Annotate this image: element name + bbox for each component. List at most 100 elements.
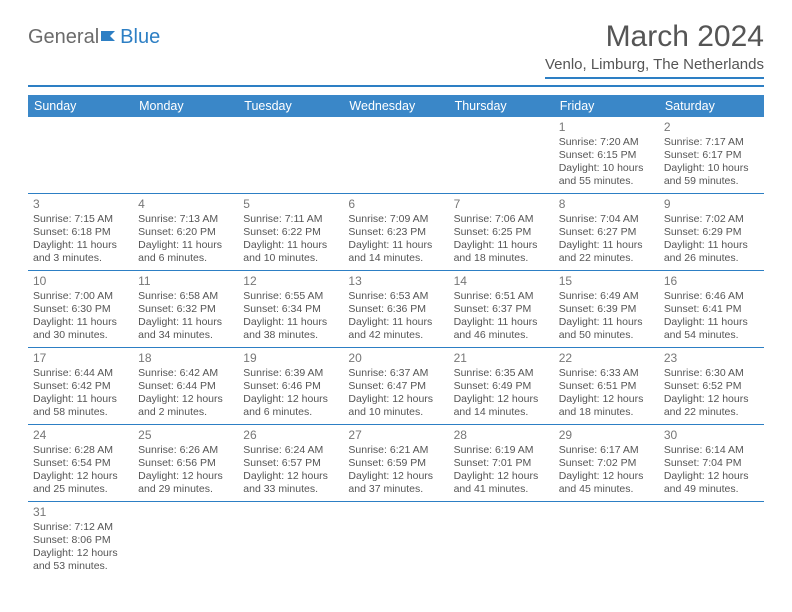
sunrise-text: Sunrise: 7:13 AM xyxy=(138,213,233,226)
sunrise-text: Sunrise: 7:00 AM xyxy=(33,290,128,303)
day-number: 3 xyxy=(33,197,128,212)
sunset-text: Sunset: 6:57 PM xyxy=(243,457,338,470)
daylight-text: Daylight: 11 hours xyxy=(243,316,338,329)
title-block: March 2024 Venlo, Limburg, The Netherlan… xyxy=(545,20,764,79)
daylight-text: and 30 minutes. xyxy=(33,329,128,342)
daylight-text: Daylight: 12 hours xyxy=(664,470,759,483)
daylight-text: Daylight: 11 hours xyxy=(559,239,654,252)
calendar-day: 6Sunrise: 7:09 AMSunset: 6:23 PMDaylight… xyxy=(343,194,448,270)
calendar-empty-cell xyxy=(449,502,554,578)
calendar-empty-cell xyxy=(238,502,343,578)
calendar-day: 26Sunrise: 6:24 AMSunset: 6:57 PMDayligh… xyxy=(238,425,343,501)
calendar-day: 10Sunrise: 7:00 AMSunset: 6:30 PMDayligh… xyxy=(28,271,133,347)
sunrise-text: Sunrise: 6:42 AM xyxy=(138,367,233,380)
sunset-text: Sunset: 6:17 PM xyxy=(664,149,759,162)
day-number: 12 xyxy=(243,274,338,289)
calendar-day: 3Sunrise: 7:15 AMSunset: 6:18 PMDaylight… xyxy=(28,194,133,270)
daylight-text: and 58 minutes. xyxy=(33,406,128,419)
daylight-text: and 34 minutes. xyxy=(138,329,233,342)
sunset-text: Sunset: 7:04 PM xyxy=(664,457,759,470)
sunrise-text: Sunrise: 6:14 AM xyxy=(664,444,759,457)
daylight-text: and 14 minutes. xyxy=(348,252,443,265)
sunrise-text: Sunrise: 7:11 AM xyxy=(243,213,338,226)
sunset-text: Sunset: 6:34 PM xyxy=(243,303,338,316)
daylight-text: Daylight: 12 hours xyxy=(348,393,443,406)
calendar-row: 1Sunrise: 7:20 AMSunset: 6:15 PMDaylight… xyxy=(28,117,764,194)
calendar-empty-cell xyxy=(238,117,343,193)
sunrise-text: Sunrise: 6:46 AM xyxy=(664,290,759,303)
daylight-text: Daylight: 10 hours xyxy=(664,162,759,175)
weekday-header: Tuesday xyxy=(238,95,343,117)
daylight-text: and 22 minutes. xyxy=(559,252,654,265)
day-number: 7 xyxy=(454,197,549,212)
sunrise-text: Sunrise: 6:55 AM xyxy=(243,290,338,303)
daylight-text: Daylight: 12 hours xyxy=(559,393,654,406)
daylight-text: and 22 minutes. xyxy=(664,406,759,419)
calendar-empty-cell xyxy=(343,502,448,578)
day-number: 5 xyxy=(243,197,338,212)
daylight-text: Daylight: 12 hours xyxy=(138,470,233,483)
daylight-text: Daylight: 12 hours xyxy=(243,393,338,406)
calendar-day: 23Sunrise: 6:30 AMSunset: 6:52 PMDayligh… xyxy=(659,348,764,424)
daylight-text: and 3 minutes. xyxy=(33,252,128,265)
sunrise-text: Sunrise: 7:06 AM xyxy=(454,213,549,226)
daylight-text: and 29 minutes. xyxy=(138,483,233,496)
calendar-day: 22Sunrise: 6:33 AMSunset: 6:51 PMDayligh… xyxy=(554,348,659,424)
daylight-text: Daylight: 11 hours xyxy=(33,393,128,406)
calendar-row: 17Sunrise: 6:44 AMSunset: 6:42 PMDayligh… xyxy=(28,348,764,425)
daylight-text: Daylight: 11 hours xyxy=(243,239,338,252)
day-number: 25 xyxy=(138,428,233,443)
day-number: 1 xyxy=(559,120,654,135)
daylight-text: Daylight: 11 hours xyxy=(454,316,549,329)
sunrise-text: Sunrise: 6:39 AM xyxy=(243,367,338,380)
daylight-text: Daylight: 12 hours xyxy=(33,470,128,483)
calendar-day: 1Sunrise: 7:20 AMSunset: 6:15 PMDaylight… xyxy=(554,117,659,193)
calendar-day: 25Sunrise: 6:26 AMSunset: 6:56 PMDayligh… xyxy=(133,425,238,501)
calendar-row: 24Sunrise: 6:28 AMSunset: 6:54 PMDayligh… xyxy=(28,425,764,502)
calendar-row: 10Sunrise: 7:00 AMSunset: 6:30 PMDayligh… xyxy=(28,271,764,348)
sunset-text: Sunset: 6:29 PM xyxy=(664,226,759,239)
day-number: 18 xyxy=(138,351,233,366)
logo-text-1: General xyxy=(28,26,99,49)
sunrise-text: Sunrise: 7:04 AM xyxy=(559,213,654,226)
calendar-day: 18Sunrise: 6:42 AMSunset: 6:44 PMDayligh… xyxy=(133,348,238,424)
daylight-text: Daylight: 11 hours xyxy=(348,316,443,329)
sunset-text: Sunset: 6:52 PM xyxy=(664,380,759,393)
day-number: 13 xyxy=(348,274,443,289)
day-number: 15 xyxy=(559,274,654,289)
sunset-text: Sunset: 7:01 PM xyxy=(454,457,549,470)
daylight-text: and 25 minutes. xyxy=(33,483,128,496)
calendar-day: 9Sunrise: 7:02 AMSunset: 6:29 PMDaylight… xyxy=(659,194,764,270)
daylight-text: Daylight: 12 hours xyxy=(33,547,128,560)
sunset-text: Sunset: 6:56 PM xyxy=(138,457,233,470)
header-divider xyxy=(28,85,764,87)
daylight-text: and 55 minutes. xyxy=(559,175,654,188)
calendar-day: 5Sunrise: 7:11 AMSunset: 6:22 PMDaylight… xyxy=(238,194,343,270)
daylight-text: Daylight: 12 hours xyxy=(454,393,549,406)
day-number: 27 xyxy=(348,428,443,443)
sunset-text: Sunset: 6:22 PM xyxy=(243,226,338,239)
daylight-text: Daylight: 11 hours xyxy=(138,316,233,329)
day-number: 9 xyxy=(664,197,759,212)
sunset-text: Sunset: 6:30 PM xyxy=(33,303,128,316)
daylight-text: and 53 minutes. xyxy=(33,560,128,573)
sunset-text: Sunset: 6:20 PM xyxy=(138,226,233,239)
sunset-text: Sunset: 6:46 PM xyxy=(243,380,338,393)
calendar-day: 31Sunrise: 7:12 AMSunset: 8:06 PMDayligh… xyxy=(28,502,133,578)
sunrise-text: Sunrise: 6:44 AM xyxy=(33,367,128,380)
sunrise-text: Sunrise: 6:51 AM xyxy=(454,290,549,303)
calendar-day: 13Sunrise: 6:53 AMSunset: 6:36 PMDayligh… xyxy=(343,271,448,347)
sunset-text: Sunset: 6:54 PM xyxy=(33,457,128,470)
calendar-empty-cell xyxy=(28,117,133,193)
sunset-text: Sunset: 7:02 PM xyxy=(559,457,654,470)
daylight-text: and 26 minutes. xyxy=(664,252,759,265)
sunset-text: Sunset: 6:42 PM xyxy=(33,380,128,393)
daylight-text: and 42 minutes. xyxy=(348,329,443,342)
calendar-day: 8Sunrise: 7:04 AMSunset: 6:27 PMDaylight… xyxy=(554,194,659,270)
day-number: 2 xyxy=(664,120,759,135)
calendar-header-row: SundayMondayTuesdayWednesdayThursdayFrid… xyxy=(28,95,764,117)
calendar-empty-cell xyxy=(133,502,238,578)
calendar-day: 7Sunrise: 7:06 AMSunset: 6:25 PMDaylight… xyxy=(449,194,554,270)
sunrise-text: Sunrise: 6:28 AM xyxy=(33,444,128,457)
sunrise-text: Sunrise: 6:33 AM xyxy=(559,367,654,380)
